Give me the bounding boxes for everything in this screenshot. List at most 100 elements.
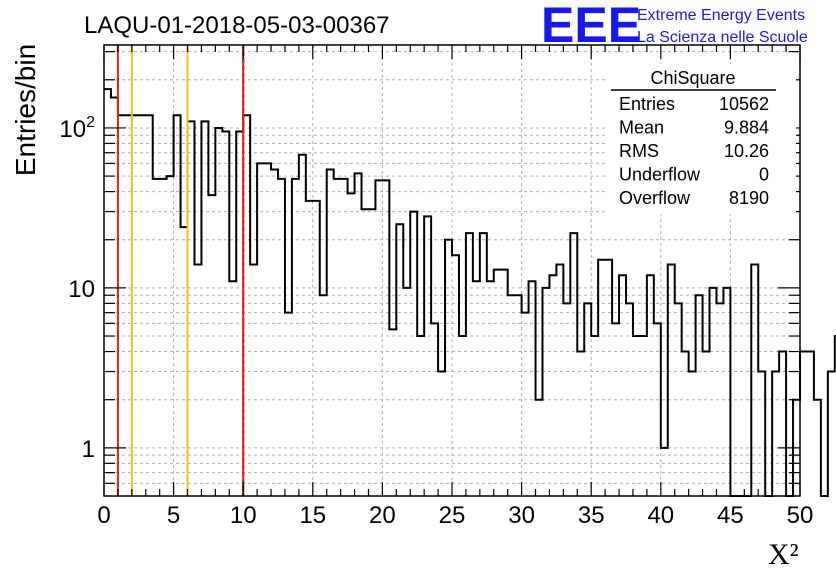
histogram-bin xyxy=(201,121,208,496)
histogram-bin xyxy=(640,336,647,496)
x-tick-label: 15 xyxy=(299,502,326,529)
histogram-bin xyxy=(445,240,452,496)
histogram-bin xyxy=(271,169,278,496)
histogram-bin xyxy=(424,216,431,496)
x-tick-label: 0 xyxy=(97,502,110,529)
x-tick-label: 35 xyxy=(578,502,605,529)
stats-label: Overflow xyxy=(619,188,691,208)
y-tick-label: 1 xyxy=(82,436,95,463)
histogram-bin xyxy=(403,288,410,496)
histogram-bin xyxy=(431,323,438,496)
histogram-bin xyxy=(132,115,139,496)
histogram-bin xyxy=(389,329,396,496)
histogram-bin xyxy=(320,295,327,496)
x-tick-label: 50 xyxy=(787,502,814,529)
y-tick-label-base: 10 xyxy=(59,116,86,143)
histogram-bin xyxy=(222,132,229,496)
histogram-bin xyxy=(299,155,306,496)
x-tick-label: 25 xyxy=(439,502,466,529)
stats-label: RMS xyxy=(619,141,659,161)
stats-value: 9.884 xyxy=(724,118,769,138)
histogram-bin xyxy=(751,265,758,496)
histogram-bin xyxy=(508,295,515,496)
histogram-bin xyxy=(459,336,466,496)
histogram-bin xyxy=(779,352,786,496)
stats-box: ChiSquare Entries 10562 Mean 9.884 RMS 10.26 U… xyxy=(606,64,796,214)
histogram-bin xyxy=(104,89,111,496)
stats-label: Underflow xyxy=(619,165,701,185)
x-tick-label: 40 xyxy=(647,502,674,529)
stats-value: 10.26 xyxy=(724,141,769,161)
marker-lines xyxy=(116,45,245,496)
eee-logo-mark: EEE xyxy=(541,0,641,53)
stats-value: 0 xyxy=(759,165,769,185)
stats-box-background xyxy=(606,64,796,214)
histogram-bin xyxy=(188,121,195,496)
stats-title: ChiSquare xyxy=(650,68,735,88)
histogram-bin xyxy=(696,295,703,496)
y-tick-label-exponent: 2 xyxy=(86,114,95,131)
histogram-bin xyxy=(807,352,814,496)
histogram-bin xyxy=(306,201,313,496)
stats-label: Mean xyxy=(619,118,664,138)
histogram-bin xyxy=(410,212,417,496)
histogram-bin xyxy=(542,288,549,496)
histogram-bin xyxy=(264,163,271,496)
histogram-bin xyxy=(556,265,563,496)
histogram-bin xyxy=(243,115,250,496)
x-tick-label: 45 xyxy=(717,502,744,529)
histogram-bin xyxy=(591,336,598,496)
histogram-bin xyxy=(382,180,389,496)
y-axis-label: Entries/bin xyxy=(10,44,41,176)
histogram-bin xyxy=(362,209,369,496)
x-tick-label: 10 xyxy=(230,502,257,529)
x-axis-label: X² xyxy=(768,538,799,571)
histogram-bin xyxy=(633,336,640,496)
histogram-bin xyxy=(570,233,577,496)
histogram-bin xyxy=(710,288,717,496)
histogram-bin xyxy=(111,97,118,496)
histogram-bin xyxy=(160,179,167,496)
histogram-bin xyxy=(654,323,661,496)
histogram-bin xyxy=(348,193,355,496)
eee-logo: EEE Extreme Energy Events La Scienza nel… xyxy=(541,0,808,53)
histogram-bin xyxy=(341,179,348,496)
histogram-bin xyxy=(118,115,125,496)
histogram-bin xyxy=(682,352,689,496)
histogram-bin xyxy=(327,169,334,496)
histogram-bin xyxy=(668,265,675,496)
axis-ticks xyxy=(103,45,801,496)
histogram-bin xyxy=(522,313,529,496)
stats-value: 8190 xyxy=(729,188,769,208)
histogram-bin xyxy=(814,400,821,496)
histogram-bin xyxy=(174,115,181,496)
eee-logo-line2: La Scienza nelle Scuole xyxy=(637,29,808,46)
histogram-bin xyxy=(208,195,215,496)
histogram-bin xyxy=(368,209,375,496)
histogram-bin xyxy=(125,115,132,496)
histogram-bin xyxy=(278,179,285,496)
histogram-bin xyxy=(723,288,730,496)
histogram-bin xyxy=(612,323,619,496)
histogram-bin xyxy=(375,180,382,496)
histogram-bin xyxy=(438,372,445,496)
chart-title: LAQU-01-2018-05-03-00367 xyxy=(84,12,390,39)
histogram-bin xyxy=(285,313,292,496)
stats-value: 10562 xyxy=(719,94,769,114)
histogram-outline xyxy=(104,88,836,497)
histogram-bin xyxy=(466,233,473,496)
histogram-bin xyxy=(452,255,459,496)
histogram-bars xyxy=(104,88,836,497)
histogram-bin xyxy=(577,352,584,496)
x-tick-label: 20 xyxy=(369,502,396,529)
histogram-bin xyxy=(515,295,522,496)
histogram-bin xyxy=(153,179,160,496)
histogram-bin xyxy=(334,179,341,496)
histogram-bin xyxy=(215,128,222,496)
histogram-bin xyxy=(194,265,201,496)
histogram-bin xyxy=(313,201,320,496)
histogram-bin xyxy=(689,372,696,496)
histogram-bin xyxy=(828,372,835,496)
